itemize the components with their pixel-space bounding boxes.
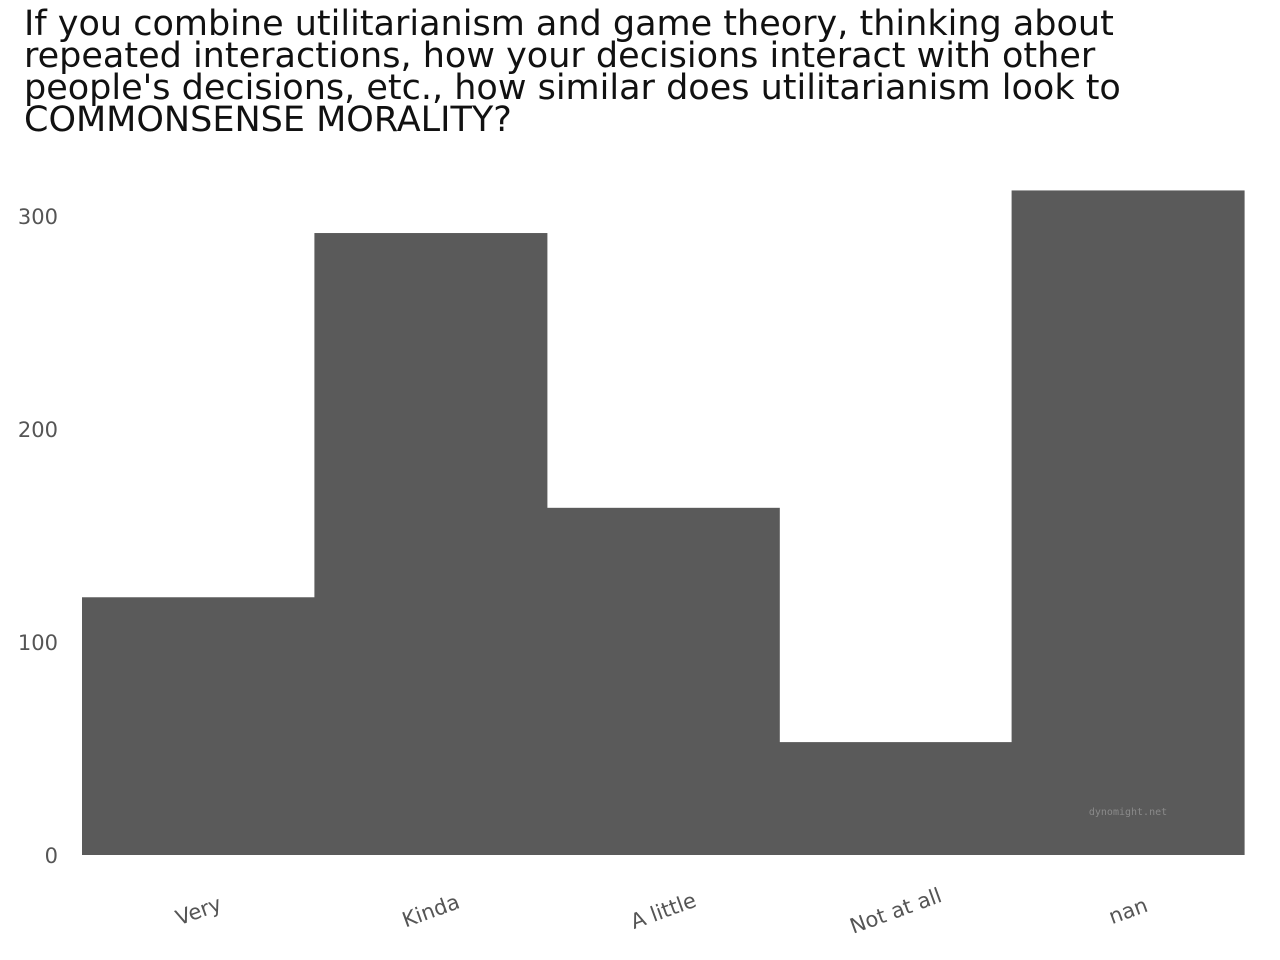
x-tick-label: A little	[627, 888, 699, 934]
y-tick-label: 100	[18, 631, 58, 655]
bar-not-at-all	[779, 742, 1013, 855]
bar-very	[82, 597, 315, 855]
title-line: repeated interactions, how your decision…	[24, 36, 1096, 76]
y-tick-label: 200	[18, 418, 58, 442]
bar-kinda	[314, 233, 548, 856]
bar-nan	[1011, 190, 1245, 855]
title-line: If you combine utilitarianism and game t…	[24, 4, 1114, 44]
title-line: COMMONSENSE MORALITY?	[24, 100, 512, 140]
y-tick-label: 300	[18, 205, 58, 229]
x-axis: Very Kinda A little Not at all nan	[172, 883, 1150, 938]
x-tick-label: Not at all	[847, 883, 945, 938]
x-tick-label: Very	[172, 892, 224, 931]
bars-group	[82, 190, 1245, 856]
title-line: people's decisions, etc., how similar do…	[24, 68, 1121, 108]
y-axis: 0 100 200 300	[18, 205, 58, 868]
x-tick-label: Kinda	[399, 890, 463, 933]
x-tick-label: nan	[1105, 893, 1150, 929]
y-tick-label: 0	[45, 844, 58, 868]
bar-a-little	[546, 507, 780, 855]
watermark: dynomight.net	[1089, 807, 1167, 818]
chart-title: If you combine utilitarianism and game t…	[24, 4, 1264, 140]
